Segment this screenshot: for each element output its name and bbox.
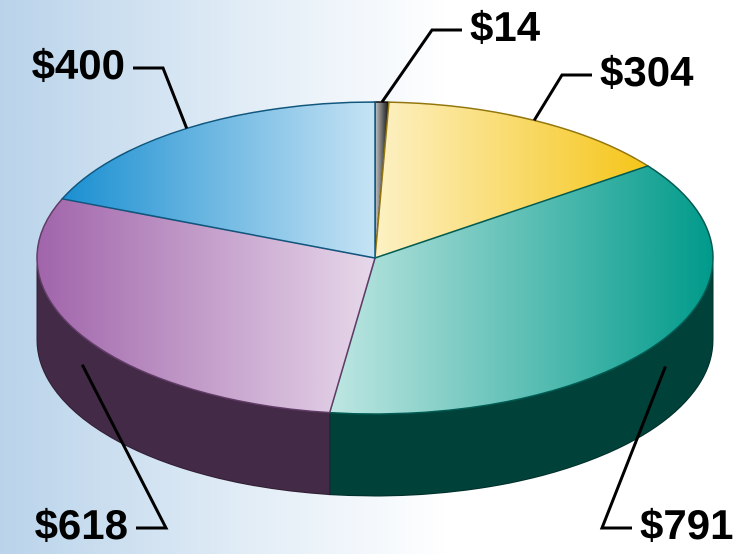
data-label: $618	[35, 501, 128, 548]
data-label: $791	[640, 501, 733, 548]
data-label: $14	[470, 3, 541, 50]
pie-tops	[37, 102, 713, 414]
data-label: $304	[600, 48, 694, 95]
chart: $14 $304 $791 $618 $400	[0, 0, 750, 554]
data-label: $400	[32, 41, 125, 88]
